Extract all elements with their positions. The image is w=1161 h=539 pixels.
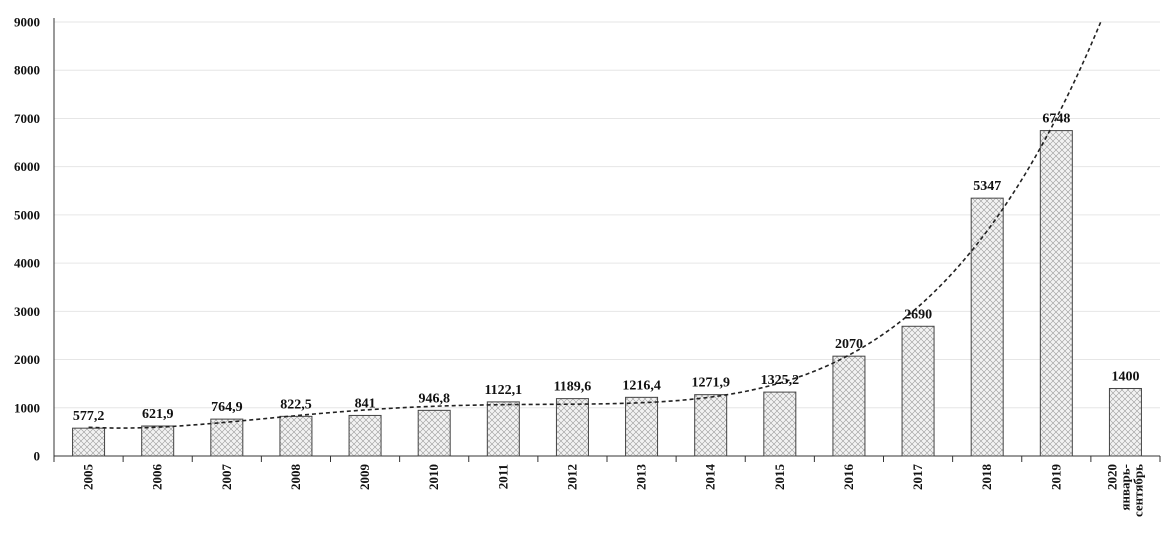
- x-axis: 2005 2006 2007 2008 2009 2010 2011 2012 2013 2014…: [53, 455, 1161, 517]
- x-tick-label: 2015: [772, 464, 787, 491]
- data-label: 1216,4: [622, 378, 661, 393]
- y-tick-label: 8000: [14, 63, 40, 78]
- bar: [901, 325, 935, 457]
- x-tick-label: 2008: [288, 464, 303, 491]
- y-tick-label: 9000: [14, 15, 40, 30]
- bar: [555, 398, 589, 457]
- x-tick-label: 2013: [634, 464, 649, 491]
- bar: [763, 391, 797, 457]
- data-label: 577,2: [73, 409, 105, 424]
- x-tick-label: 2005: [81, 464, 96, 491]
- y-tick-label: 1000: [14, 400, 40, 415]
- x-tick-label: 2006: [150, 464, 165, 491]
- data-label: 2690: [904, 307, 932, 322]
- x-tick-label: 2012: [564, 464, 579, 490]
- bar: [486, 401, 520, 457]
- y-tick-label: 0: [34, 449, 41, 464]
- x-tick-label: январь-: [1117, 464, 1132, 510]
- x-tick-label: сентябрь: [1130, 464, 1145, 517]
- y-tick-label: 2000: [14, 352, 40, 367]
- x-tick-label: 2017: [910, 464, 925, 491]
- bar: [694, 394, 728, 457]
- bar: [279, 415, 313, 457]
- data-label: 1400: [1111, 369, 1139, 384]
- bar: [625, 396, 659, 457]
- y-tick-label: 3000: [14, 304, 40, 319]
- bar: [832, 355, 866, 457]
- data-label: 822,5: [280, 397, 312, 412]
- gridlines: [54, 21, 1160, 409]
- data-labels: 577,2 621,9 764,9 822,5 841 946,8 1122,1 1189,6…: [73, 112, 1140, 425]
- x-tick-label: 2018: [979, 464, 994, 491]
- data-label: 6748: [1042, 112, 1070, 127]
- bar: [417, 409, 451, 457]
- bar: [348, 414, 382, 457]
- bar: [141, 425, 175, 457]
- data-label: 1122,1: [484, 383, 522, 398]
- x-tick-label: 2007: [219, 464, 234, 491]
- bar: [210, 418, 244, 457]
- data-label: 1325,2: [761, 373, 800, 388]
- y-tick-label: 5000: [14, 207, 40, 222]
- data-label: 5347: [973, 179, 1001, 194]
- y-axis: 0 1000 2000 3000 4000 5000 6000 7000 8000 9000: [14, 15, 55, 464]
- bars: [72, 130, 1142, 457]
- x-tick-label: 2010: [426, 464, 441, 490]
- x-tick-label: 2019: [1048, 464, 1063, 491]
- bar: [72, 427, 106, 457]
- y-tick-label: 6000: [14, 159, 40, 174]
- bar: [970, 197, 1004, 457]
- data-label: 764,9: [211, 400, 243, 415]
- x-tick-label: 2009: [357, 464, 372, 491]
- x-tick-label: 2016: [841, 464, 856, 491]
- data-label: 621,9: [142, 407, 174, 422]
- data-label: 1189,6: [554, 380, 592, 395]
- data-label: 2070: [835, 337, 863, 352]
- bar: [1039, 130, 1073, 457]
- x-tick-label: 2020: [1104, 464, 1119, 490]
- y-tick-label: 7000: [14, 111, 40, 126]
- data-label: 946,8: [418, 391, 450, 406]
- x-tick-label: 2011: [495, 464, 510, 489]
- trendline-group: [88, 20, 1102, 429]
- bar: [1108, 387, 1142, 457]
- data-label: 841: [355, 396, 376, 411]
- trendline: [88, 20, 1102, 429]
- y-tick-label: 4000: [14, 256, 40, 271]
- data-label: 1271,9: [691, 376, 730, 391]
- x-tick-label: 2014: [703, 464, 718, 491]
